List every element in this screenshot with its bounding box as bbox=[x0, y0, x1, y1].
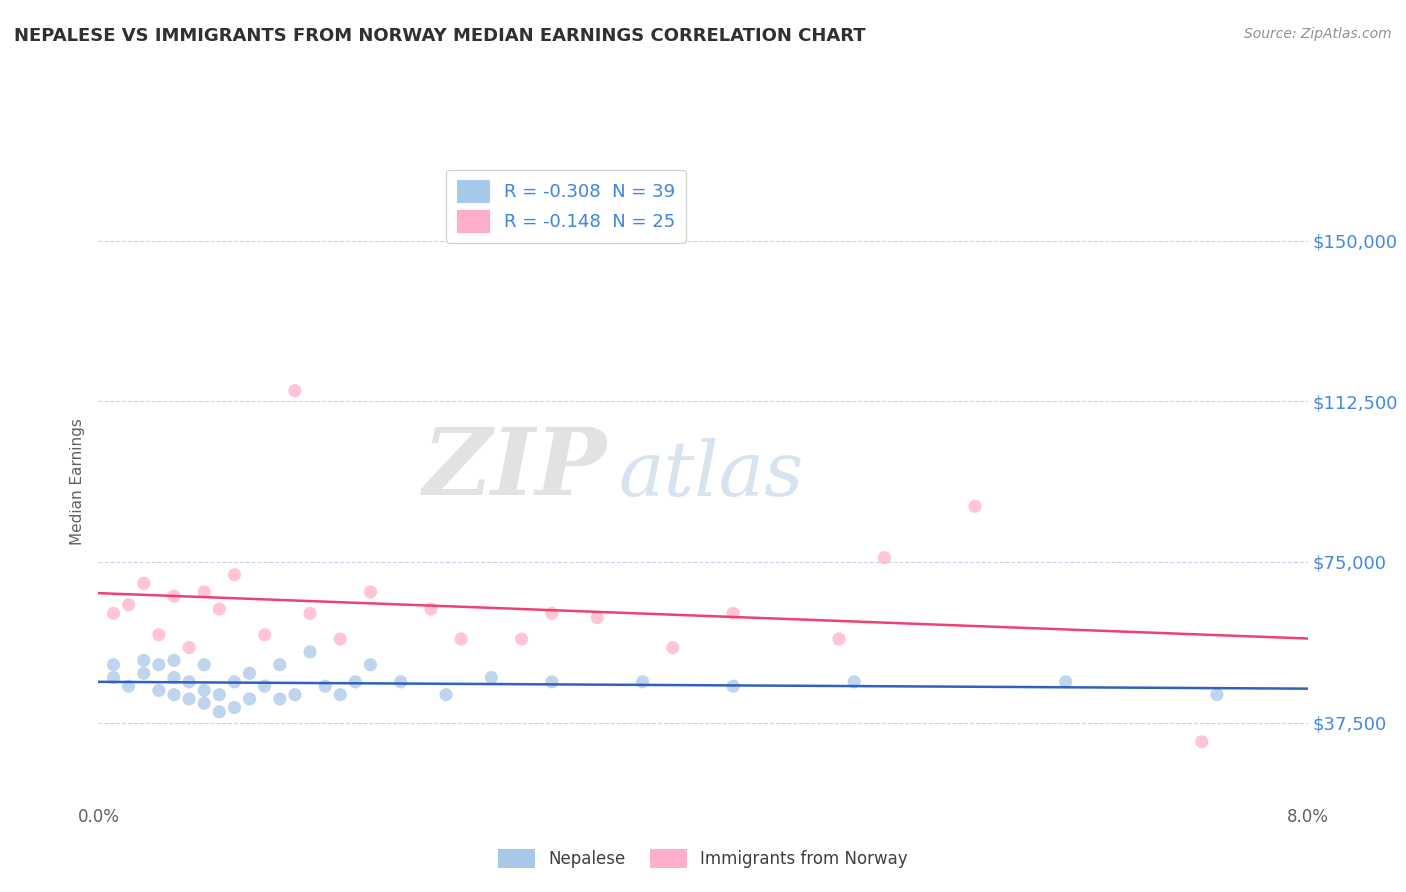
Point bbox=[965, 500, 987, 514]
Point bbox=[193, 683, 215, 698]
Point bbox=[179, 674, 201, 689]
Point bbox=[723, 607, 745, 621]
Point bbox=[208, 688, 231, 702]
Point bbox=[510, 632, 533, 646]
Point bbox=[1206, 688, 1229, 702]
Point bbox=[420, 602, 443, 616]
Point bbox=[389, 674, 412, 689]
Point bbox=[253, 628, 276, 642]
Point bbox=[329, 632, 352, 646]
Point bbox=[132, 576, 155, 591]
Point bbox=[828, 632, 851, 646]
Point bbox=[132, 666, 155, 681]
Point bbox=[103, 671, 125, 685]
Point bbox=[193, 585, 215, 599]
Text: ZIP: ZIP bbox=[422, 424, 606, 514]
Point bbox=[314, 679, 336, 693]
Point bbox=[239, 692, 262, 706]
Point bbox=[481, 671, 503, 685]
Point bbox=[163, 653, 186, 667]
Text: Source: ZipAtlas.com: Source: ZipAtlas.com bbox=[1244, 27, 1392, 41]
Point bbox=[299, 645, 322, 659]
Point bbox=[163, 589, 186, 603]
Point bbox=[118, 598, 141, 612]
Point bbox=[269, 692, 291, 706]
Text: NEPALESE VS IMMIGRANTS FROM NORWAY MEDIAN EARNINGS CORRELATION CHART: NEPALESE VS IMMIGRANTS FROM NORWAY MEDIA… bbox=[14, 27, 866, 45]
Point bbox=[193, 696, 215, 710]
Point bbox=[873, 550, 896, 565]
Point bbox=[253, 679, 276, 693]
Legend: Nepalese, Immigrants from Norway: Nepalese, Immigrants from Norway bbox=[491, 843, 915, 875]
Legend: R = -0.308  N = 39, R = -0.148  N = 25: R = -0.308 N = 39, R = -0.148 N = 25 bbox=[446, 169, 686, 243]
Point bbox=[103, 657, 125, 672]
Point bbox=[163, 688, 186, 702]
Point bbox=[132, 653, 155, 667]
Point bbox=[163, 671, 186, 685]
Point bbox=[239, 666, 262, 681]
Point bbox=[284, 688, 307, 702]
Point bbox=[344, 674, 367, 689]
Point bbox=[103, 607, 125, 621]
Point bbox=[284, 384, 307, 398]
Point bbox=[631, 674, 654, 689]
Point bbox=[662, 640, 685, 655]
Point bbox=[329, 688, 352, 702]
Point bbox=[586, 610, 609, 624]
Point bbox=[179, 692, 201, 706]
Point bbox=[541, 607, 564, 621]
Point bbox=[1054, 674, 1077, 689]
Point bbox=[299, 607, 322, 621]
Point bbox=[179, 640, 201, 655]
Point bbox=[360, 657, 382, 672]
Point bbox=[208, 705, 231, 719]
Point bbox=[224, 674, 246, 689]
Point bbox=[269, 657, 291, 672]
Point bbox=[208, 602, 231, 616]
Point bbox=[148, 657, 170, 672]
Point bbox=[148, 628, 170, 642]
Point bbox=[224, 700, 246, 714]
Point bbox=[193, 657, 215, 672]
Point bbox=[360, 585, 382, 599]
Point bbox=[541, 674, 564, 689]
Point bbox=[1191, 735, 1213, 749]
Point bbox=[450, 632, 472, 646]
Point bbox=[434, 688, 457, 702]
Point bbox=[723, 679, 745, 693]
Point bbox=[224, 567, 246, 582]
Point bbox=[148, 683, 170, 698]
Point bbox=[844, 674, 866, 689]
Text: atlas: atlas bbox=[619, 438, 804, 512]
Y-axis label: Median Earnings: Median Earnings bbox=[70, 418, 86, 545]
Point bbox=[118, 679, 141, 693]
